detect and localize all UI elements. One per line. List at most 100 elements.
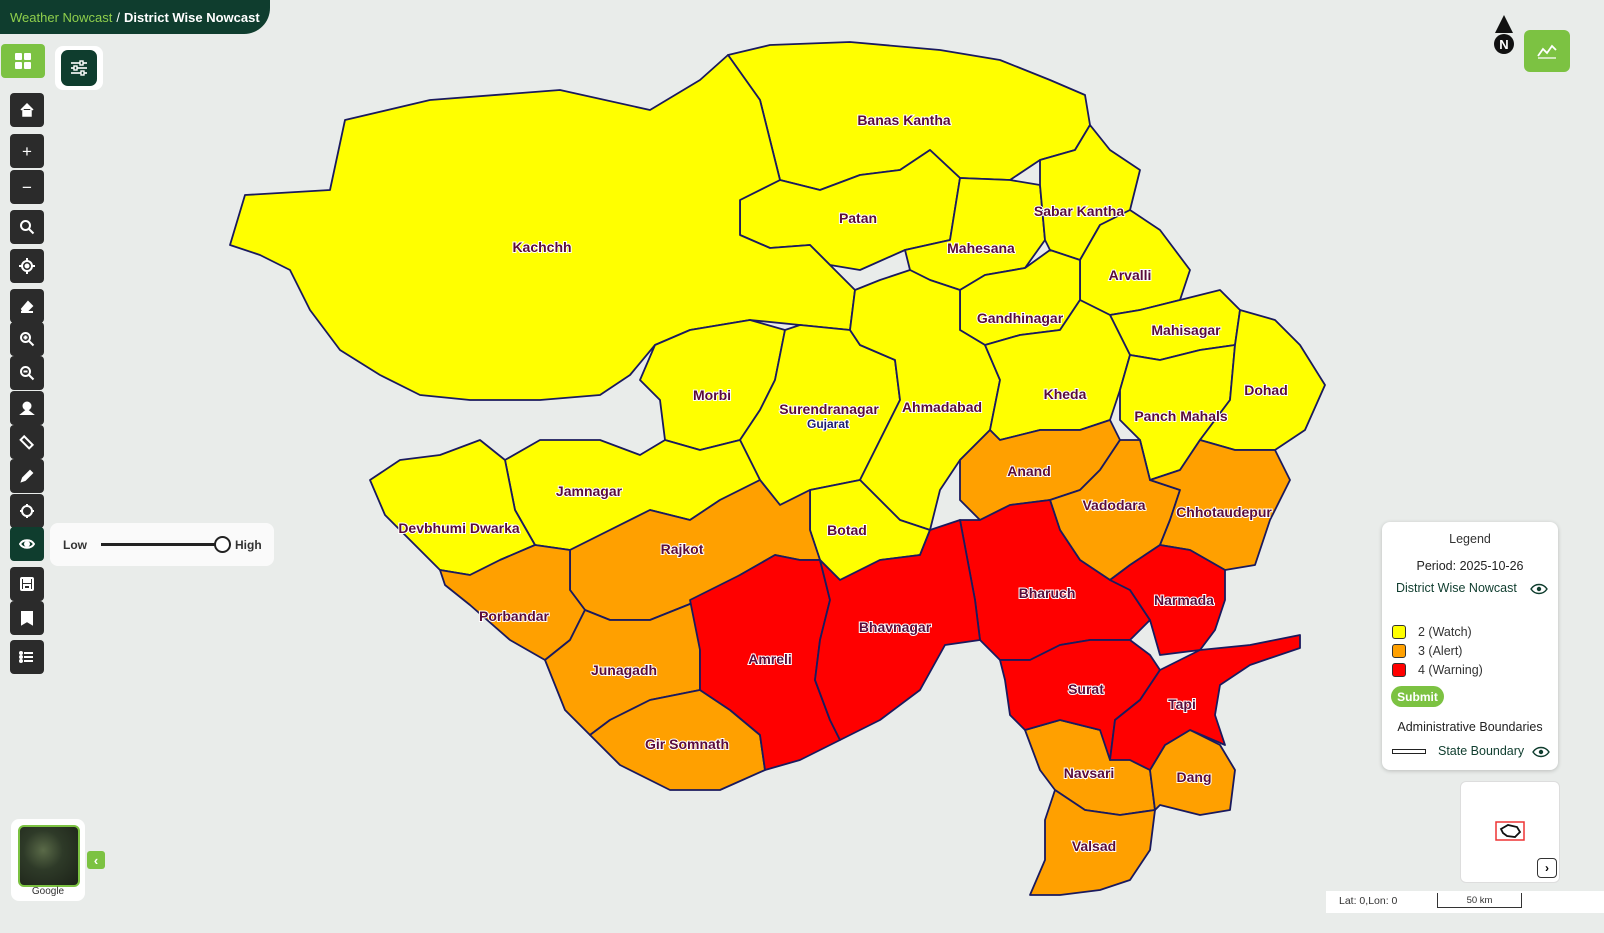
district-valsad[interactable]: [1029, 789, 1156, 896]
pencil-icon: [20, 469, 34, 483]
erase-button[interactable]: [10, 289, 44, 323]
district-kachchh[interactable]: [229, 54, 856, 401]
plus-icon: +: [22, 141, 32, 161]
district-label: Navsari: [1064, 765, 1115, 781]
district-label: Sabar Kantha: [1034, 203, 1124, 219]
district-shapes[interactable]: [229, 41, 1326, 896]
district-label: Banas Kantha: [857, 112, 951, 128]
scale-bar: 50 km: [1437, 893, 1522, 908]
district-label: Arvalli: [1109, 267, 1152, 283]
bookmark-icon: [21, 611, 33, 626]
district-narmada[interactable]: [1109, 544, 1226, 656]
district-label: Ahmadabad: [902, 399, 982, 415]
district-label: Morbi: [693, 387, 731, 403]
zoom-in-button[interactable]: +: [10, 134, 44, 168]
point-button[interactable]: [10, 494, 44, 528]
district-label: Bhavnagar: [859, 619, 932, 635]
district-label: Dohad: [1244, 382, 1288, 398]
district-tapi[interactable]: [1109, 634, 1301, 771]
location-pin-icon: [19, 401, 35, 415]
crosshair-icon: [19, 258, 35, 274]
overview-map[interactable]: ›: [1460, 781, 1560, 883]
home-icon: [20, 102, 34, 117]
breadcrumb-current: District Wise Nowcast: [123, 9, 260, 25]
district-label: Surendranagar: [779, 401, 879, 417]
grid-icon: [15, 53, 31, 69]
zoom-out-button[interactable]: −: [10, 170, 44, 204]
eye-icon[interactable]: [1530, 583, 1548, 595]
district-label: Vadodara: [1082, 497, 1145, 513]
list-icon: [19, 651, 33, 663]
measure-button[interactable]: [10, 425, 44, 459]
locate-button[interactable]: [10, 249, 44, 283]
legend-swatch-warning: [1392, 663, 1406, 677]
north-arrow-icon: N: [1494, 15, 1514, 54]
opacity-slider-thumb[interactable]: [214, 536, 231, 553]
district-label: Porbandar: [479, 608, 550, 624]
zoom-box-out-button[interactable]: [10, 356, 44, 390]
north-arrow: N: [1490, 14, 1518, 56]
overview-toggle-button[interactable]: ›: [1537, 858, 1557, 878]
north-label: N: [1499, 37, 1508, 52]
district-label: Jamnagar: [556, 483, 623, 499]
location-pin-button[interactable]: [10, 391, 44, 425]
opacity-slider-panel: Low High: [50, 523, 274, 566]
breadcrumb-root-link[interactable]: Weather Nowcast: [10, 9, 113, 25]
state-boundary-item: State Boundary: [1392, 744, 1524, 758]
district-label: Panch Mahals: [1134, 408, 1228, 424]
list-button[interactable]: [10, 640, 44, 674]
district-bhavnagar[interactable]: [814, 519, 981, 741]
district-label: Bharuch: [1019, 585, 1076, 601]
overview-extent-icon: [1495, 821, 1525, 841]
minus-icon: −: [22, 177, 32, 197]
slider-high-label: High: [235, 537, 262, 552]
district-chhotaudepur[interactable]: [1149, 439, 1291, 571]
filter-button-inner: [61, 50, 97, 86]
target-icon: [20, 504, 34, 518]
home-button[interactable]: [10, 93, 44, 127]
chart-button[interactable]: [1524, 30, 1570, 72]
district-dohad[interactable]: [1199, 309, 1326, 451]
slider-low-label: Low: [63, 537, 87, 552]
breadcrumb-separator: /: [116, 9, 120, 25]
district-label: Surat: [1068, 681, 1104, 697]
district-ahmadabad[interactable]: [849, 269, 1001, 531]
district-label: Amreli: [748, 651, 792, 667]
status-bar: Lat: 0,Lon: 0 50 km: [1326, 891, 1604, 913]
ruler-icon: [19, 434, 35, 450]
eye-icon[interactable]: [1532, 746, 1550, 758]
filter-button[interactable]: [55, 46, 103, 90]
breadcrumb: Weather Nowcast / District Wise Nowcast: [0, 0, 270, 34]
district-label: Devbhumi Dwarka: [398, 520, 520, 536]
admin-boundaries-title: Administrative Boundaries: [1397, 720, 1543, 734]
district-label: Kachchh: [512, 239, 571, 255]
legend-swatch-alert: [1392, 644, 1406, 658]
basemap-collapse-button[interactable]: ‹: [87, 851, 105, 869]
legend-item-label: 3 (Alert): [1418, 644, 1463, 658]
submit-button[interactable]: Submit: [1391, 686, 1444, 707]
district-label: Tapi: [1168, 696, 1196, 712]
district-label: Rajkot: [661, 541, 704, 557]
search-button[interactable]: [10, 210, 44, 244]
zoom-out-icon: [20, 366, 35, 381]
legend-item-alert: 3 (Alert): [1392, 644, 1462, 658]
basemap-switcher[interactable]: Google: [11, 819, 85, 901]
legend-item-label: 2 (Watch): [1418, 625, 1472, 639]
layers-button[interactable]: [1, 44, 45, 78]
save-button[interactable]: [10, 567, 44, 601]
district-label: Botad: [827, 522, 867, 538]
district-label: Mahisagar: [1151, 322, 1221, 338]
sliders-icon: [71, 60, 87, 76]
state-label: Gujarat: [807, 417, 849, 431]
opacity-slider[interactable]: [101, 536, 231, 553]
draw-button[interactable]: [10, 459, 44, 493]
zoom-box-in-button[interactable]: [10, 322, 44, 356]
legend-title: Legend: [1449, 532, 1491, 546]
search-icon: [20, 220, 35, 235]
bookmark-button[interactable]: [10, 601, 44, 635]
chart-icon: [1537, 44, 1557, 59]
basemap-thumbnail[interactable]: [18, 825, 80, 887]
legend-swatch-watch: [1392, 625, 1406, 639]
visibility-button[interactable]: [10, 527, 44, 561]
